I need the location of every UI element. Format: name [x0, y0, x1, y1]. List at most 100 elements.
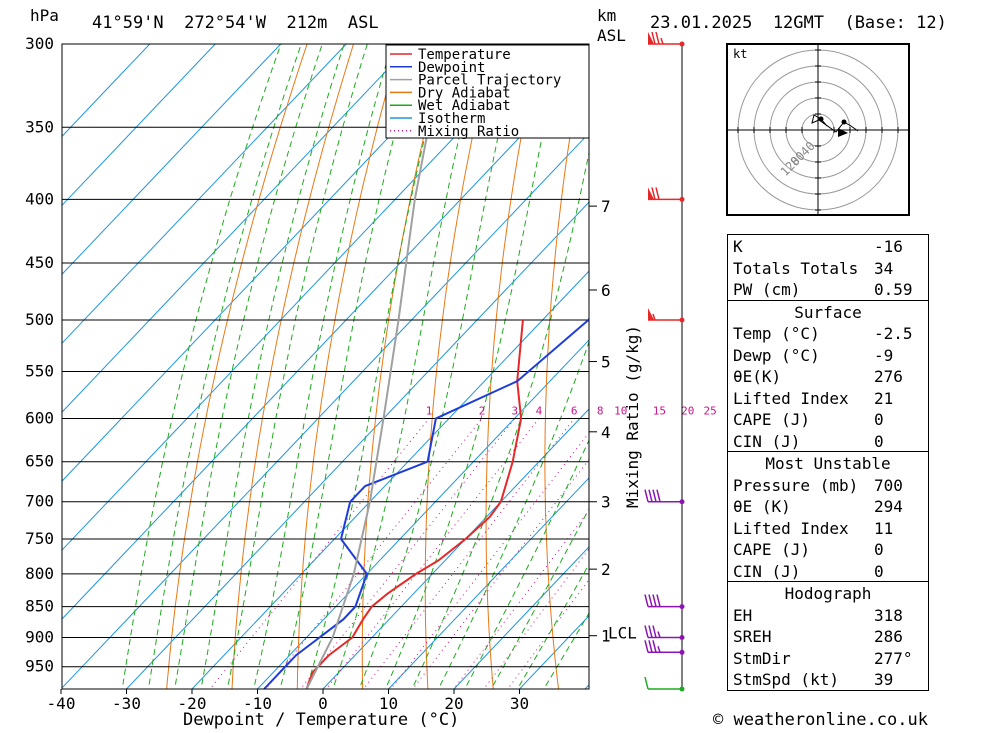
most-unstable-row: Pressure (mb) 700 — [733, 475, 903, 495]
wind-barb-feather — [644, 625, 649, 638]
hodograph-row: StmDir 277° — [733, 648, 913, 668]
parcel-trajectory-line — [305, 44, 446, 689]
wet-adiabat-line — [279, 44, 420, 689]
mixing-ratio-line — [299, 418, 516, 689]
hodograph-row: StmSpd (kt) 39 — [733, 670, 894, 689]
wind-barb-feather — [648, 489, 653, 502]
surface-row: Lifted Index 21 — [733, 388, 894, 408]
wind-barb-feather — [644, 640, 649, 653]
wind-barb-feather — [652, 625, 657, 638]
wind-barb-flag — [648, 32, 654, 44]
wind-barb-flag — [648, 308, 654, 320]
asl-label: ASL — [597, 26, 626, 45]
wind-barb-half-feather — [652, 313, 656, 321]
legend-entry: Wet Adiabat — [418, 98, 511, 114]
legend-entry: Mixing Ratio — [418, 124, 519, 140]
lcl-label: LCL — [608, 624, 637, 643]
mixing-ratio-label: 6 — [571, 404, 578, 417]
isotherm-line — [453, 546, 589, 689]
wet-adiabat-line — [121, 44, 282, 689]
wind-barb — [644, 640, 682, 654]
temperature-line — [305, 319, 524, 689]
hodograph-row: SREH 286 — [733, 627, 903, 646]
wind-barb — [648, 31, 682, 45]
wind-barb-feather — [648, 640, 653, 653]
hodograph-row: EH 318 — [733, 605, 903, 625]
legend-entry: Dewpoint — [418, 60, 485, 76]
surface-row: θE(K) 276 — [733, 367, 903, 386]
wind-barb-half-feather — [657, 631, 661, 638]
wind-barb-flag — [648, 187, 654, 200]
dry-adiabat-line — [166, 44, 308, 689]
wind-barb-feather — [651, 187, 656, 200]
most-unstable-row: Lifted Index 11 — [733, 518, 894, 538]
pressure-tick-label: 700 — [25, 492, 54, 511]
isotherm-line — [62, 44, 544, 551]
wet-adiabat-line — [437, 340, 589, 689]
isotherm-line — [62, 44, 347, 344]
dewpoint-line — [263, 317, 589, 689]
km-tick-label: 4 — [601, 423, 611, 442]
mixing-ratio-label: 1 — [426, 404, 433, 417]
indices-table: K -16 Totals Totals 34 PW (cm) 0.59 Surface… — [727, 234, 929, 691]
x-tick-label: 20 — [444, 694, 463, 713]
wet-adiabat-line — [332, 44, 482, 689]
wind-barb-feather — [644, 676, 649, 690]
km-tick-label: 2 — [601, 560, 611, 579]
pressure-tick-label: 600 — [25, 408, 54, 427]
surface-row: CAPE (J) 0 — [733, 410, 884, 429]
wind-barb — [644, 625, 682, 639]
most-unstable-heading: Most Unstable — [728, 451, 928, 474]
surface-row: Temp (°C) -2.5 — [733, 324, 913, 343]
wind-barb — [648, 308, 682, 321]
wind-barb-feather — [655, 187, 660, 200]
wind-barb-feather — [652, 640, 657, 653]
legend-entry: Dry Adiabat — [418, 85, 511, 101]
km-tick-label: 1 — [601, 627, 611, 646]
wind-barb — [648, 187, 682, 201]
wind-barb-feather — [652, 489, 657, 502]
wind-barb-feather — [652, 594, 657, 607]
isotherm-line — [62, 44, 216, 207]
dry-adiabat-line — [957, 26, 1000, 695]
storm-motion-arrow — [838, 128, 848, 137]
wind-barb-feather — [656, 489, 661, 502]
index-row: K -16 — [733, 237, 903, 256]
pressure-tick-label: 350 — [25, 117, 54, 136]
wind-barb-feather — [644, 489, 649, 502]
isotherm-line — [62, 44, 151, 138]
wet-adiabat-line — [358, 44, 519, 689]
dry-adiabat-line — [657, 26, 690, 695]
wind-barb-half-feather — [657, 646, 661, 653]
x-tick-label: 0 — [318, 694, 328, 713]
wind-barb-half-feather — [660, 37, 664, 45]
dry-adiabat-line — [231, 44, 355, 689]
surface-heading: Surface — [728, 299, 928, 323]
x-tick-label: -10 — [243, 694, 272, 713]
km-tick-label: 6 — [601, 281, 611, 300]
isotherm-line — [62, 44, 282, 275]
dry-adiabat-line — [296, 44, 401, 689]
most-unstable-row: θE (K) 294 — [733, 497, 903, 516]
credit-link[interactable]: © weatheronline.co.uk — [713, 710, 928, 730]
pressure-tick-label: 400 — [25, 189, 54, 208]
mixing-ratio-label: 15 — [653, 404, 666, 417]
wind-barb-feather — [648, 594, 653, 607]
mixing-ratio-label: 4 — [536, 404, 543, 417]
wind-barb — [644, 594, 682, 608]
legend-entry: Isotherm — [418, 111, 485, 127]
hodograph-heading: Hodograph — [728, 581, 928, 604]
legend-box — [385, 44, 590, 139]
location-title: 41°59'N 272°54'W 212m ASL — [92, 13, 379, 33]
wind-barb-feather — [656, 594, 661, 607]
pressure-tick-label: 800 — [25, 564, 54, 583]
hpa-label: hPa — [30, 6, 59, 25]
legend-entry: Temperature — [418, 47, 511, 63]
wind-barb-feather — [655, 31, 660, 45]
wet-adiabat-line — [253, 44, 393, 689]
mixing-ratio-line — [362, 418, 575, 689]
wind-barb-feather — [644, 594, 649, 607]
x-tick-label: -20 — [178, 694, 207, 713]
isotherm-line — [257, 339, 589, 689]
x-tick-label: -40 — [47, 694, 76, 713]
